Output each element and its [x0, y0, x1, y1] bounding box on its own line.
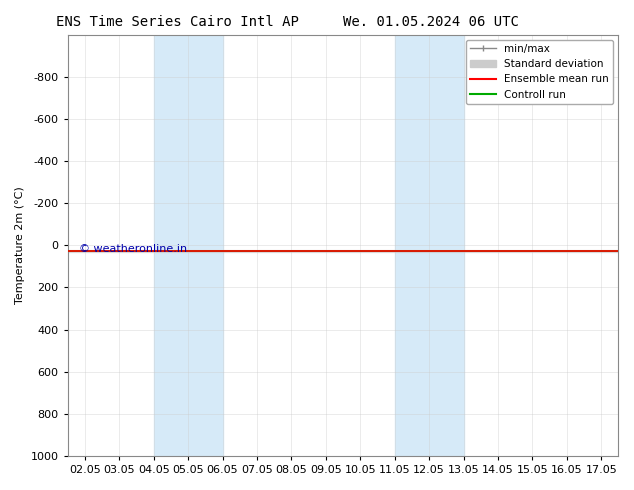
- Text: © weatheronline.in: © weatheronline.in: [79, 245, 187, 254]
- Y-axis label: Temperature 2m (°C): Temperature 2m (°C): [15, 186, 25, 304]
- Bar: [395, 35, 463, 456]
- Legend: min/max, Standard deviation, Ensemble mean run, Controll run: min/max, Standard deviation, Ensemble me…: [466, 40, 613, 104]
- Bar: [153, 35, 223, 456]
- Text: We. 01.05.2024 06 UTC: We. 01.05.2024 06 UTC: [343, 15, 519, 29]
- Text: ENS Time Series Cairo Intl AP: ENS Time Series Cairo Intl AP: [56, 15, 299, 29]
